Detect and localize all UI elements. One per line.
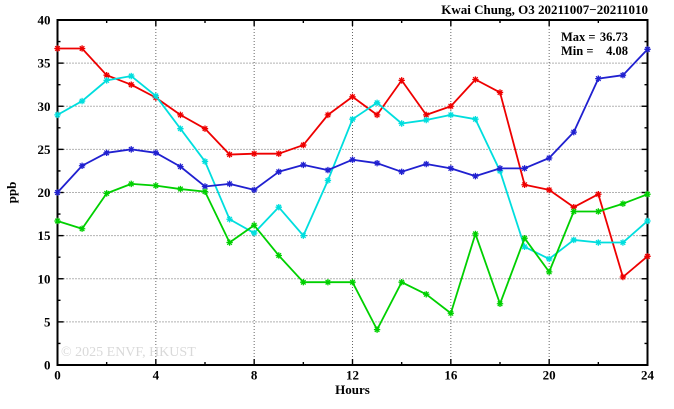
y-tick-label: 25 <box>38 142 52 157</box>
series-markers-green-station <box>54 180 651 333</box>
y-tick-label: 35 <box>38 56 52 71</box>
x-tick-label: 0 <box>54 368 61 383</box>
max-stat-key: Max = <box>561 30 596 44</box>
y-tick-label: 15 <box>38 228 52 243</box>
y-tick-label: 20 <box>38 185 51 200</box>
y-tick-label: 40 <box>38 13 51 28</box>
min-stat-value: 4.08 <box>606 44 628 58</box>
series-markers-blue-station <box>54 46 651 196</box>
x-tick-label: 24 <box>641 368 655 383</box>
min-stat-key: Min = <box>561 44 593 58</box>
y-tick-label: 5 <box>44 314 51 329</box>
series-line-green-station <box>57 182 648 331</box>
plot-area: 0 4 8 12 16 20 24 0 5 10 15 20 25 30 35 40 <box>38 13 655 383</box>
series-markers-cyan-station <box>54 72 651 263</box>
y-tick-label: 0 <box>44 358 51 373</box>
x-axis-label: Hours <box>335 382 370 397</box>
series-markers-red-station <box>54 45 651 281</box>
x-tick-label: 4 <box>153 368 160 383</box>
chart-title: Kwai Chung, O3 20211007−20211010 <box>441 2 648 17</box>
x-tick-label: 12 <box>346 368 359 383</box>
max-stat-value: 36.73 <box>600 30 628 44</box>
x-tick-label: 20 <box>543 368 556 383</box>
watermark: © 2025 ENVF, HKUST <box>61 345 196 360</box>
x-tick-label: 16 <box>444 368 458 383</box>
y-axis-label: ppb <box>4 182 19 204</box>
y-tick-label: 10 <box>38 271 51 286</box>
y-tick-label: 30 <box>38 99 51 114</box>
x-tick-label: 8 <box>251 368 258 383</box>
